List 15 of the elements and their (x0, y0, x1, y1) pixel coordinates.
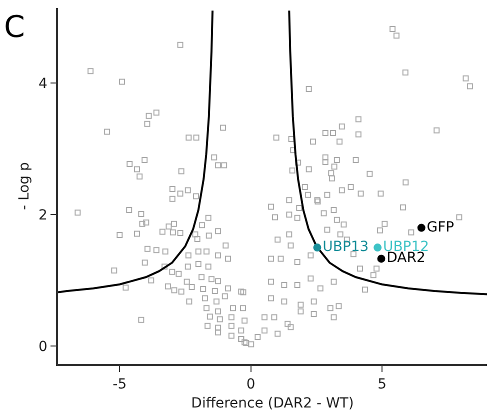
point (374, 244, 382, 252)
point (377, 254, 386, 263)
x-tick-label: -5 (112, 376, 127, 393)
y-axis-title: - Log p (16, 162, 33, 210)
text: C (4, 10, 25, 45)
x-axis-title: Difference (DAR2 - WT) (191, 395, 354, 412)
y-tick-label: 2 (38, 208, 48, 224)
x-tick-label: 0 (246, 376, 256, 393)
y-tick-label: 0 (38, 339, 48, 356)
series-label: UBP13 (322, 239, 369, 256)
point (417, 224, 426, 232)
x-tick-label: 5 (378, 376, 387, 393)
y-tick-label: 4 (38, 76, 48, 92)
series-label: GFP (426, 219, 454, 236)
point (313, 244, 322, 252)
